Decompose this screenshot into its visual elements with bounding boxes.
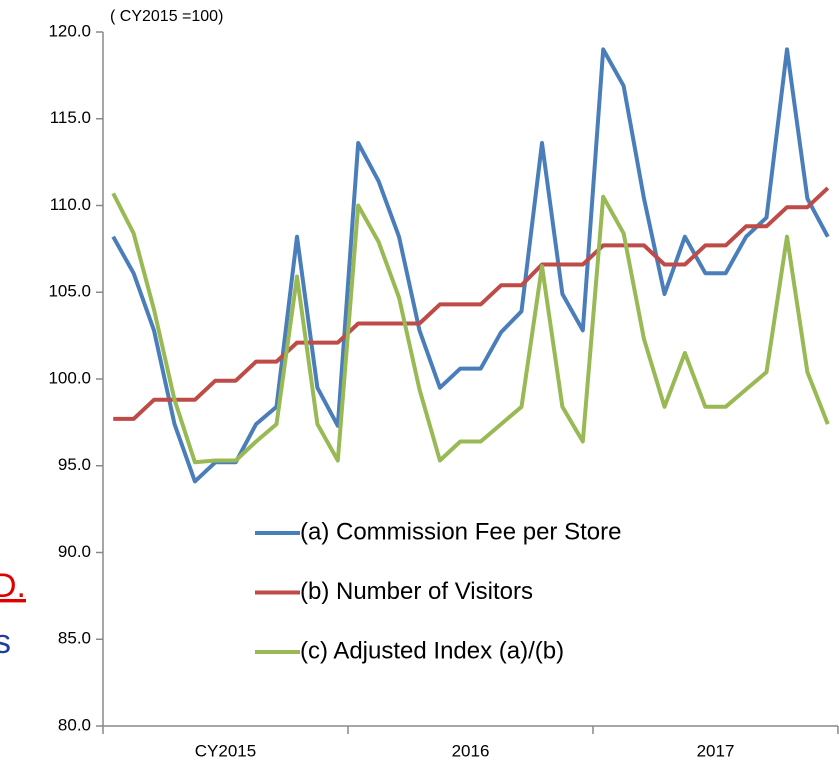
text-fragment: s [0,623,11,661]
y-tick-label: 85.0 [58,629,91,648]
y-tick-label: 120.0 [48,21,91,40]
text-fragment: D. [0,567,26,605]
y-tick-label: 110.0 [50,195,91,214]
series-line [111,47,830,484]
legend-label: (c) Adjusted Index (a)/(b) [300,637,564,664]
y-tick-label: 90.0 [58,542,91,561]
y-tick-label: 95.0 [58,455,91,474]
series-line [111,192,830,465]
y-tick-label: 115.0 [50,108,91,127]
y-tick-label: 105.0 [48,282,91,301]
x-tick-label: CY2015 [195,741,256,760]
series-line [113,186,830,421]
unit-note: ( CY2015 =100) [110,8,223,25]
y-tick-label: 100.0 [48,368,91,387]
legend-label: (a) Commission Fee per Store [300,518,621,545]
x-tick-label: 2016 [452,741,490,760]
x-tick-label: 2017 [697,741,735,760]
y-tick-label: 80.0 [58,715,91,734]
legend-label: (b) Number of Visitors [300,578,533,605]
